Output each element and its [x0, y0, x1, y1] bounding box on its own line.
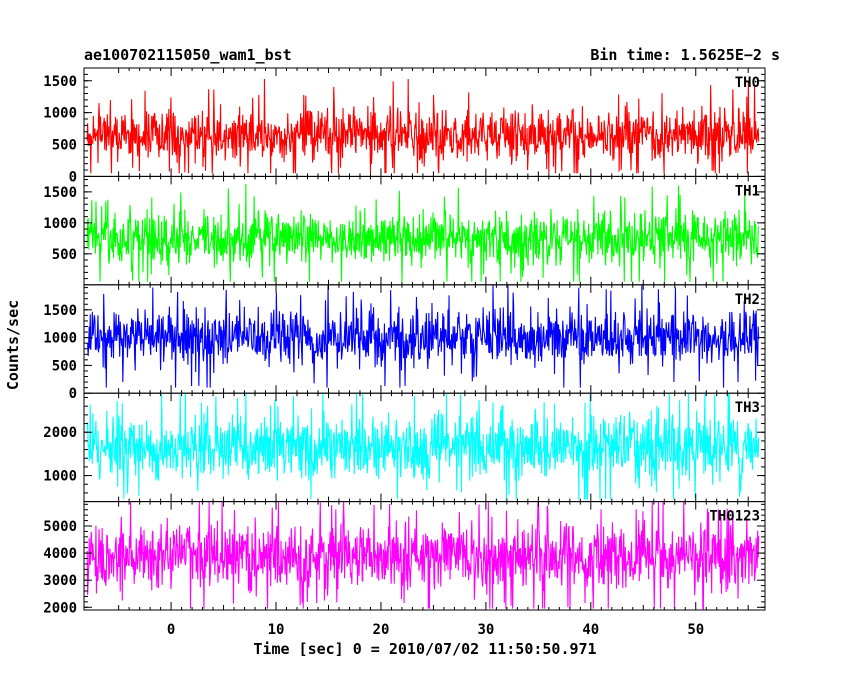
y-tick-label: 5000	[43, 519, 77, 535]
y-axis-label: Counts/sec	[4, 300, 22, 390]
panel-th1: 500 1000 1500 TH1	[43, 175, 766, 286]
series-th2	[87, 284, 760, 388]
y-tick-label: 3000	[43, 573, 77, 589]
series-th1	[86, 183, 760, 282]
panel-th2: 0 500 1000 1500 TH2	[43, 284, 766, 402]
y-tick-label: 4000	[43, 546, 77, 562]
x-tick-label: 30	[477, 622, 494, 638]
panel-th0: 0 500 1000 1500 TH0	[43, 67, 766, 185]
panel-label: TH3	[735, 400, 760, 416]
x-axis-label: Time [sec] 0 = 2010/07/02 11:50:50.971	[253, 640, 596, 658]
chart-title: ae100702115050_wam1_bst	[84, 46, 292, 64]
panel-label: TH0123	[709, 509, 760, 525]
panel-frame	[83, 501, 766, 611]
y-tick-label: 1500	[43, 303, 77, 319]
x-tick-label: 50	[687, 622, 704, 638]
y-tick-label: 0	[69, 386, 77, 402]
y-tick-label: 1500	[43, 74, 77, 90]
series-th0123	[86, 501, 760, 610]
x-tick-label: 40	[582, 622, 599, 638]
series-th3	[86, 393, 760, 500]
bin-time-label: Bin time: 1.5625E−2 s	[590, 46, 780, 64]
y-tick-label: 1000	[43, 216, 77, 232]
panel-label: TH2	[735, 292, 760, 308]
y-tick-label: 2000	[43, 425, 77, 441]
panel-th0123: 2000 3000 4000 5000 TH0123	[43, 501, 766, 616]
y-tick-label: 0	[69, 169, 77, 185]
x-axis: 0 10 20 30 40 50	[167, 622, 704, 638]
y-tick-label: 1500	[43, 185, 77, 201]
x-tick-label: 20	[373, 622, 390, 638]
y-tick-label: 1000	[43, 331, 77, 347]
x-tick-label: 10	[268, 622, 285, 638]
panels-group: 0 500 1000 1500 TH0 500 1000 1500 TH1 0 500 1000 150…	[43, 67, 766, 616]
series-th0	[86, 79, 760, 174]
panel-label: TH0	[735, 75, 760, 91]
x-tick-label: 0	[167, 622, 175, 638]
y-tick-label: 500	[52, 138, 77, 154]
y-tick-label: 2000	[43, 600, 77, 616]
y-tick-label: 1000	[43, 106, 77, 122]
panel-label: TH1	[735, 183, 760, 199]
y-tick-label: 500	[52, 358, 77, 374]
y-tick-label: 500	[52, 247, 77, 263]
y-tick-label: 1000	[43, 469, 77, 485]
panel-th3: 1000 2000 TH3	[43, 392, 766, 503]
